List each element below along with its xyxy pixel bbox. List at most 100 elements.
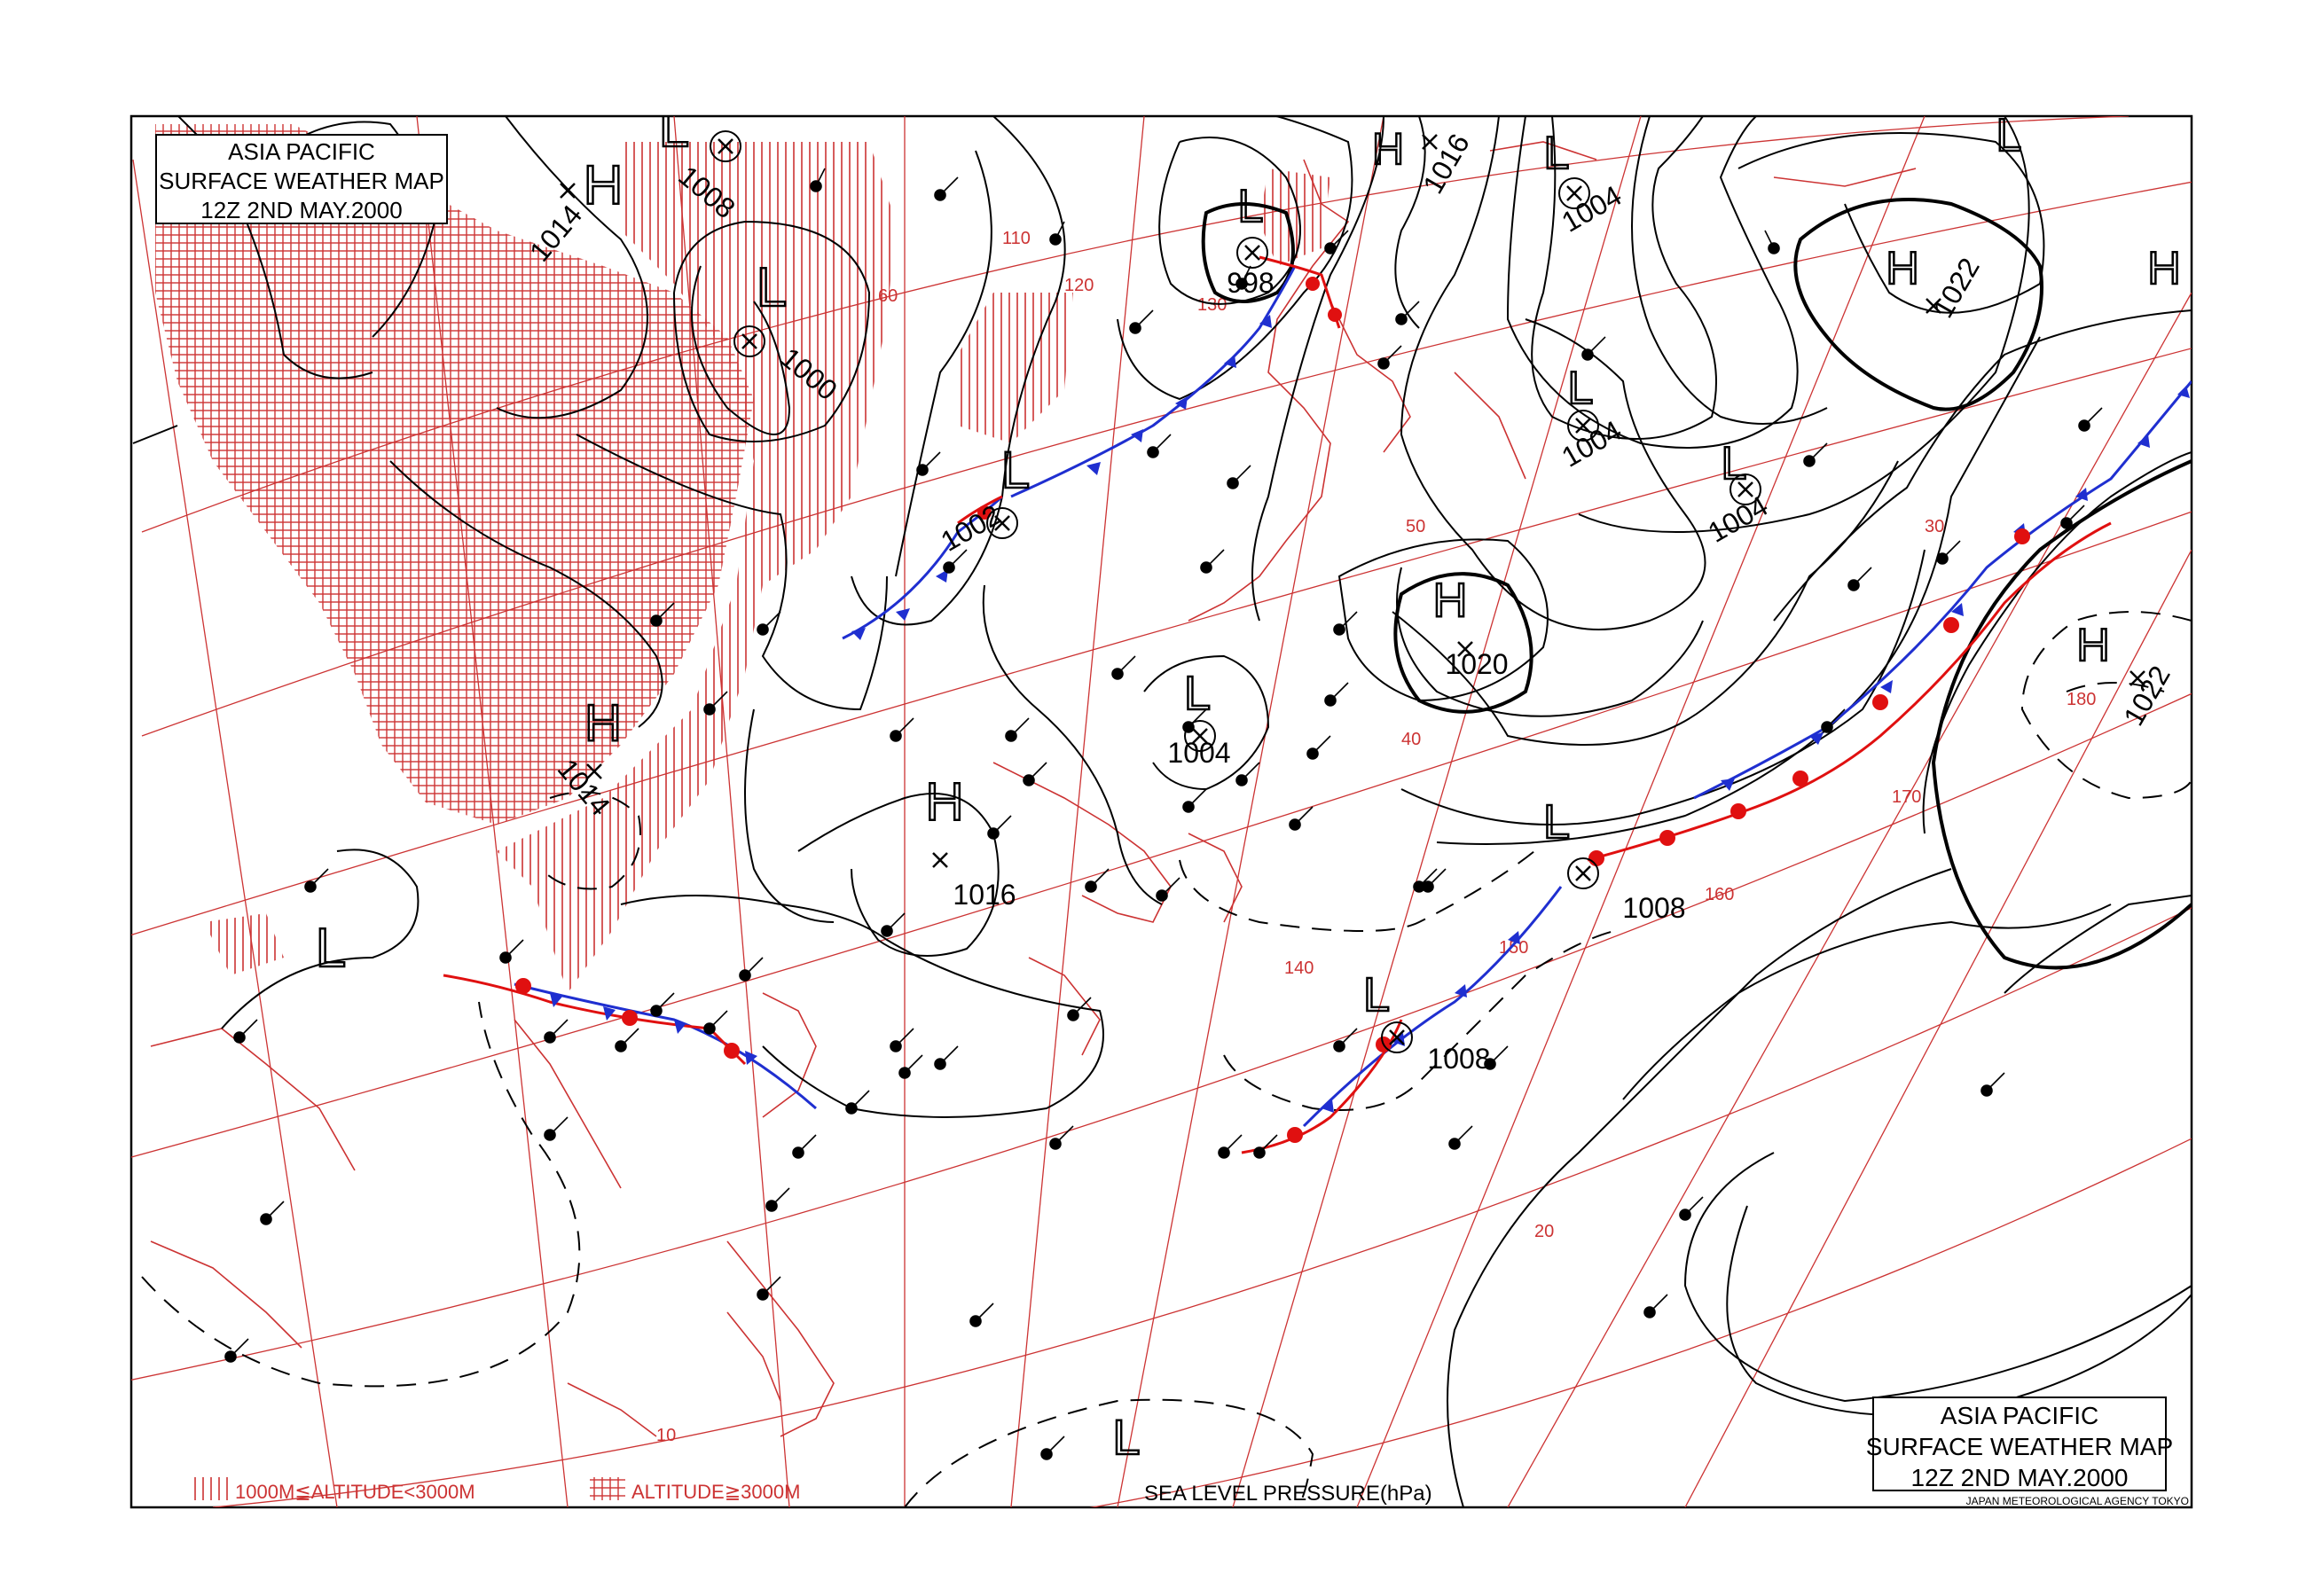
isobar xyxy=(1631,116,1828,425)
longitude-label: 160 xyxy=(1705,885,1734,904)
warm-front-pip xyxy=(1943,617,1959,633)
isobar xyxy=(1400,116,1706,630)
center-cross xyxy=(718,138,733,154)
low-symbol: L xyxy=(1001,442,1030,499)
station-plots xyxy=(224,168,2103,1460)
station-plot xyxy=(1764,230,1780,254)
center-cross xyxy=(1566,185,1582,201)
center-cross xyxy=(1575,865,1591,881)
latitude-label: 30 xyxy=(1925,517,1944,536)
low-symbol: L xyxy=(1568,363,1594,414)
cold-front-pip xyxy=(603,1006,616,1021)
latitude-label: 20 xyxy=(1534,1222,1554,1241)
isobar-dashed xyxy=(2020,611,2192,800)
cold-front xyxy=(1693,380,2192,800)
station-plot xyxy=(1111,655,1136,680)
center-ring xyxy=(733,325,765,357)
isobar xyxy=(895,150,992,577)
station-plot xyxy=(987,815,1012,840)
low-pressure-center: L 998 xyxy=(1227,180,1274,299)
isobar xyxy=(1396,567,1704,717)
high-altitude-label: ALTITUDE≧3000M xyxy=(631,1481,800,1503)
isobar-1020-east xyxy=(1793,198,2043,411)
station-plot xyxy=(1936,540,1961,565)
cold-front-pip xyxy=(1224,355,1236,368)
cold-front-pip xyxy=(2137,434,2150,448)
pressure-value: 1008 xyxy=(1622,892,1685,924)
center-ring xyxy=(1236,237,1268,269)
center-cross xyxy=(560,183,576,199)
cold-front-pip xyxy=(1131,429,1143,442)
cold-front-pip xyxy=(2075,488,2088,501)
high-symbol: H xyxy=(2147,243,2181,294)
isobar xyxy=(2004,895,2192,994)
pressure-value: 998 xyxy=(1227,267,1274,299)
cold-front-pip xyxy=(674,1020,686,1034)
cold-front-pip xyxy=(1880,680,1893,693)
station-plot xyxy=(890,1028,914,1052)
title-box-top: ASIA PACIFIC SURFACE WEATHER MAP 12Z 2ND… xyxy=(155,134,448,224)
high-symbol: H xyxy=(2076,620,2110,671)
station-plot xyxy=(1306,735,1331,760)
isobar xyxy=(221,849,420,1029)
center-ring xyxy=(1558,177,1590,209)
title-line2: SURFACE WEATHER MAP xyxy=(159,168,444,194)
low-pressure-center: L 1008 xyxy=(1542,794,1686,924)
station-plot xyxy=(890,717,914,742)
cold-front-pip xyxy=(2177,386,2190,398)
center-cross xyxy=(1192,728,1208,744)
warm-front-pip xyxy=(1659,830,1675,846)
isobar xyxy=(1337,538,1549,702)
warm-front-pip xyxy=(1328,308,1342,322)
isobar xyxy=(1622,904,2112,1100)
warm-front-pip xyxy=(1792,771,1808,786)
station-plot xyxy=(1333,611,1358,636)
high-symbol: H xyxy=(925,772,963,832)
center-ring xyxy=(1730,473,1761,505)
cold-front-pip xyxy=(1508,931,1520,944)
station-plot xyxy=(233,1019,258,1044)
station-plot xyxy=(845,1090,870,1115)
isobar-dashed xyxy=(540,791,641,890)
pressure-value: 1020 xyxy=(1445,648,1508,680)
warm-front-pip xyxy=(1306,277,1320,291)
station-plot xyxy=(916,451,941,476)
mid-altitude-label: 1000M≦ALTITUDE<3000M xyxy=(235,1481,475,1503)
station-plot xyxy=(1324,230,1349,254)
cold-front-pip xyxy=(1721,778,1735,791)
title-line1: ASIA PACIFIC xyxy=(228,138,375,165)
cold-front-pip xyxy=(1455,984,1467,998)
low-symbol: L xyxy=(1238,181,1264,232)
station-plot xyxy=(260,1201,285,1225)
warm-front-pip xyxy=(2014,528,2030,544)
low-symbol: L xyxy=(659,98,689,159)
center-ring xyxy=(710,130,741,162)
isobar xyxy=(744,708,835,923)
station-plot xyxy=(1182,788,1207,813)
station-plot xyxy=(224,1338,249,1363)
center-ring xyxy=(1567,857,1599,889)
isobar xyxy=(797,793,1000,957)
station-plot xyxy=(1422,868,1447,893)
mid-altitude-area xyxy=(497,142,896,993)
longitude-label: 170 xyxy=(1892,787,1921,807)
legend: 1000M≦ALTITUDE<3000M ALTITUDE≧3000M SEA … xyxy=(193,1477,1432,1506)
warm-front-pip xyxy=(622,1010,638,1026)
station-plot xyxy=(1235,762,1260,786)
cold-front-pip xyxy=(936,569,948,583)
isobar xyxy=(1436,336,2041,845)
low-symbol: L xyxy=(1363,968,1390,1021)
high-symbol: H xyxy=(1433,574,1468,627)
low-symbol: L xyxy=(1722,438,1747,489)
isobar-1000 xyxy=(1201,202,1295,303)
low-symbol: L xyxy=(1996,110,2022,161)
station-plot xyxy=(1156,877,1180,902)
station-plot xyxy=(881,912,906,937)
title-line1: ASIA PACIFIC xyxy=(1941,1402,2098,1429)
center-cross xyxy=(1244,245,1260,261)
cold-front-pip xyxy=(896,608,910,621)
longitude-label: 120 xyxy=(1064,276,1094,295)
isobar xyxy=(1531,116,1717,440)
station-plot xyxy=(1049,221,1065,246)
